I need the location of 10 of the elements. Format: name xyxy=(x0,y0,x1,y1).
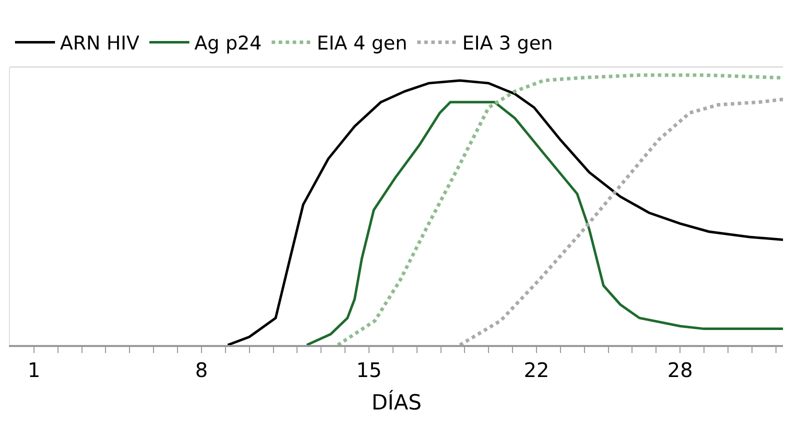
legend-label: EIA 3 gen xyxy=(462,32,553,55)
x-tick-label: 28 xyxy=(667,358,693,382)
x-tick-label: 22 xyxy=(524,358,550,382)
x-tick-label: 8 xyxy=(195,358,208,382)
x-axis-title: DÍAS xyxy=(371,389,422,414)
x-tick-label: 15 xyxy=(356,358,382,382)
legend-label: Ag p24 xyxy=(194,32,262,55)
legend-label: EIA 4 gen xyxy=(316,32,408,55)
x-tick-label: 1 xyxy=(28,358,40,382)
legend-label: ARN HIV xyxy=(60,32,140,55)
